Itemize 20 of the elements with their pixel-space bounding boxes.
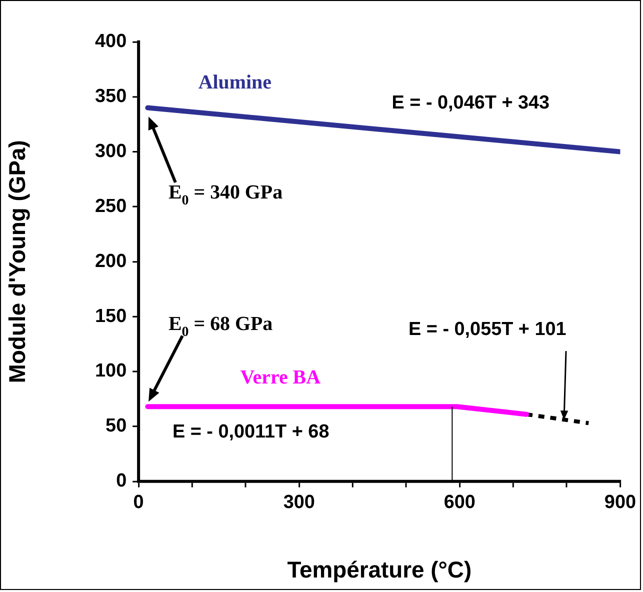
y-axis-title: Module d'Young (GPa) <box>4 140 30 384</box>
y-tick-label: 100 <box>95 360 127 382</box>
x-tick-label: 600 <box>444 492 476 513</box>
y-tick-label: 150 <box>95 306 127 327</box>
y-tick-label: 50 <box>106 416 127 437</box>
annotation: E = - 0,055T + 101 <box>408 319 566 340</box>
y-tick-label: 250 <box>95 196 127 217</box>
x-tick-label: 0 <box>133 492 144 513</box>
y-tick-label: 300 <box>95 140 127 162</box>
series-label: Alumine <box>198 72 272 94</box>
annotation: E = - 0,046T + 343 <box>392 92 550 114</box>
y-tick-label: 0 <box>116 470 127 492</box>
series-label: Verre BA <box>240 366 322 389</box>
y-tick-label: 200 <box>95 250 127 272</box>
x-axis-title: Température (°C) <box>287 556 472 583</box>
x-tick-label: 300 <box>283 492 315 513</box>
y-tick-label: 400 <box>95 31 127 52</box>
y-tick-label: 350 <box>95 86 127 108</box>
x-tick-label: 900 <box>604 492 636 513</box>
annotation: E = - 0,0011T + 68 <box>172 422 330 443</box>
